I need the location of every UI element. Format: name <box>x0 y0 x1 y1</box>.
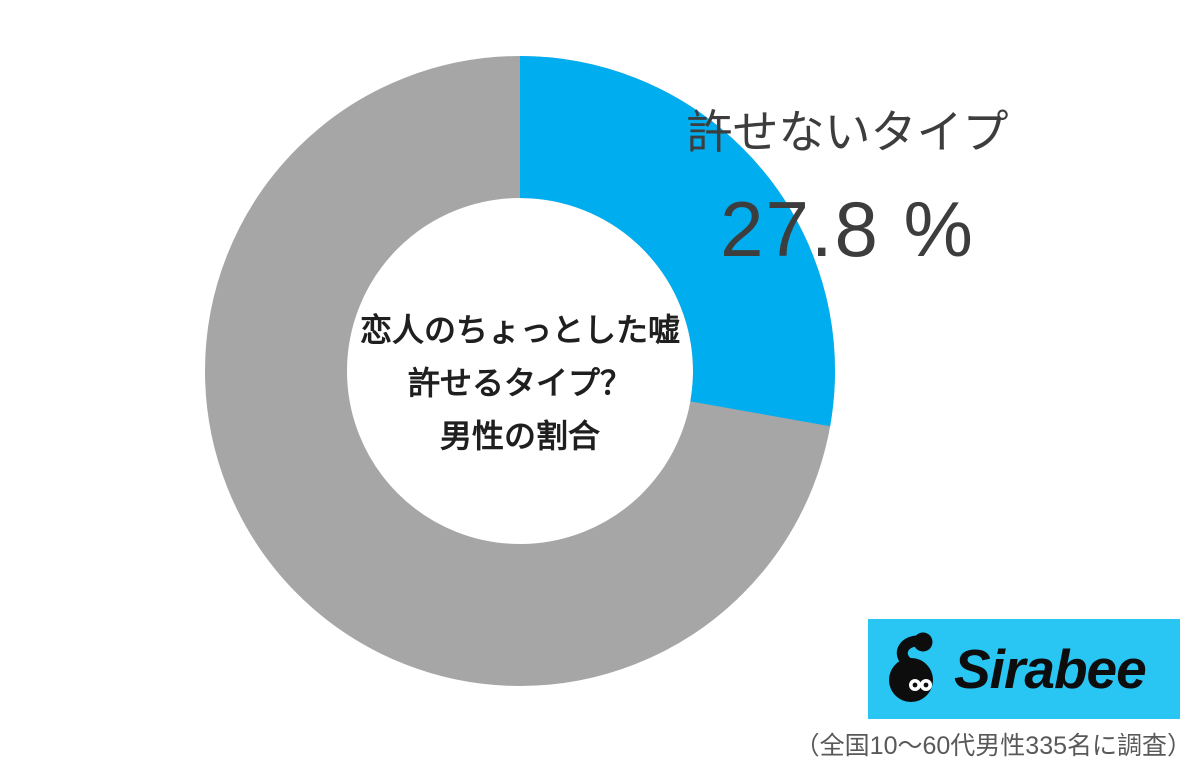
slice-percentage-value: 27.8 % <box>720 185 975 273</box>
logo-box: Sirabee <box>868 619 1180 719</box>
slice-category-label: 許せないタイプ <box>686 106 1009 158</box>
sirabee-tadpole-icon <box>889 632 933 702</box>
center-title-line-3: 男性の割合 <box>439 418 600 454</box>
survey-caption: （全国10〜60代男性335名に調査） <box>794 732 1192 760</box>
chart-center-title: 恋人のちょっとした嘘 許せるタイプ？ 男性の割合 <box>320 304 720 463</box>
center-title-line-1: 恋人のちょっとした嘘 <box>359 312 680 348</box>
donut-slice-main <box>205 56 835 686</box>
logo-wordmark: Sirabee <box>954 638 1147 700</box>
donut-chart <box>205 56 835 686</box>
center-title-line-2: 許せるタイプ？ <box>407 365 632 401</box>
